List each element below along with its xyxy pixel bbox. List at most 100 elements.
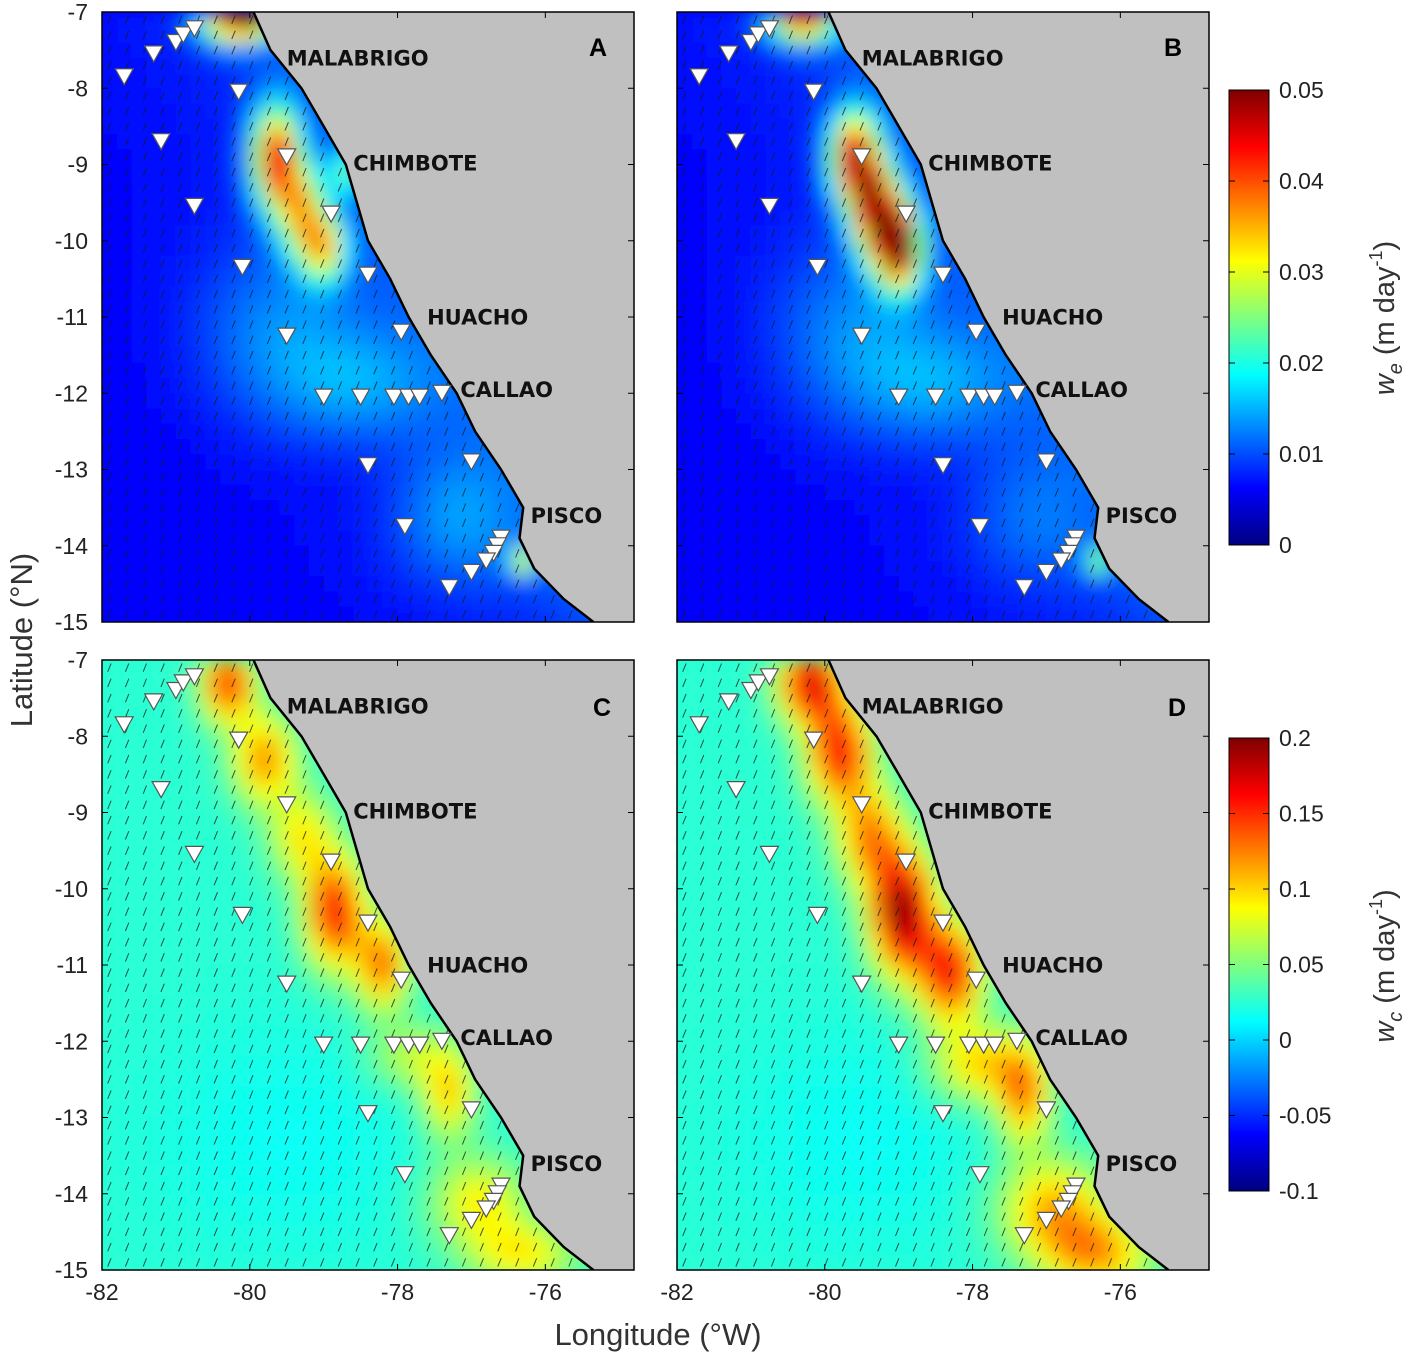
- wind-arrow: [877, 411, 882, 421]
- field-cell: [883, 347, 900, 364]
- field-cell: [943, 591, 959, 608]
- field-cell: [205, 873, 222, 890]
- field-cell: [294, 622, 310, 638]
- field-cell: [883, 591, 900, 608]
- field-cell: [706, 164, 723, 181]
- wind-arrow: [717, 289, 722, 299]
- field-cell: [1031, 423, 1048, 440]
- wind-arrow: [284, 244, 289, 253]
- field-cell: [220, 225, 236, 242]
- field-cell: [854, 134, 871, 151]
- station-marker: [925, 388, 946, 407]
- wind-arrow: [806, 15, 811, 24]
- field-cell: [294, 423, 310, 440]
- field-cell: [131, 42, 148, 59]
- field-cell: [146, 469, 163, 486]
- field-cell: [765, 545, 782, 562]
- wind-arrow: [390, 472, 396, 482]
- field-cell: [235, 103, 251, 120]
- field-cell: [146, 378, 163, 395]
- wind-arrow: [337, 396, 343, 406]
- wind-arrow: [142, 30, 147, 40]
- field-cell: [750, 301, 767, 318]
- wind-arrow: [770, 549, 776, 558]
- field-cell: [677, 576, 693, 593]
- field-cell: [102, 393, 118, 410]
- wind-arrow: [859, 594, 864, 604]
- field-cell: [220, 256, 236, 273]
- field-cell: [1120, 606, 1137, 622]
- field-cell: [839, 179, 856, 196]
- wind-arrow: [930, 213, 935, 223]
- wind-arrow: [124, 305, 130, 314]
- wind-arrow: [699, 396, 705, 406]
- wind-arrow: [877, 427, 882, 436]
- field-cell: [957, 347, 974, 364]
- wind-arrow: [1001, 503, 1006, 512]
- field-cell: [279, 393, 296, 410]
- wind-arrow: [895, 259, 900, 268]
- field-cell: [353, 408, 369, 425]
- station-marker: [851, 327, 872, 346]
- field-cell: [810, 408, 826, 425]
- wind-arrow: [788, 366, 793, 375]
- wind-arrow: [249, 518, 254, 528]
- field-cell: [235, 149, 251, 166]
- field-cell: [190, 301, 207, 318]
- field-cell: [471, 576, 488, 593]
- station-marker: [184, 197, 205, 216]
- field-cell: [810, 57, 826, 75]
- wind-arrow: [107, 228, 112, 238]
- wind-arrow: [788, 274, 793, 284]
- field-cell: [175, 606, 192, 622]
- field-cell: [397, 408, 414, 425]
- field-cell: [883, 179, 900, 196]
- wind-arrow: [142, 228, 147, 238]
- field-cell: [279, 195, 296, 212]
- wind-arrow: [178, 396, 183, 406]
- field-cell: [810, 118, 826, 135]
- wind-arrow: [390, 427, 396, 436]
- field-cell: [839, 515, 856, 532]
- field-cell: [338, 576, 355, 593]
- field-cell: [102, 751, 118, 768]
- field-cell: [750, 408, 767, 425]
- field-cell: [1031, 545, 1048, 562]
- field-cell: [721, 408, 738, 425]
- field-cell: [220, 134, 236, 151]
- wind-arrow: [699, 503, 705, 512]
- wind-arrow: [895, 183, 900, 192]
- field-cell: [957, 454, 974, 471]
- field-cell: [765, 256, 782, 273]
- wind-arrow: [912, 549, 918, 558]
- wind-arrow: [231, 183, 236, 192]
- wind-arrow: [266, 488, 272, 497]
- field-cell: [308, 286, 325, 303]
- wind-arrow: [231, 472, 236, 482]
- wind-arrow: [1072, 579, 1077, 589]
- field-cell: [810, 42, 826, 59]
- wind-arrow: [1090, 549, 1095, 558]
- field-cell: [175, 751, 192, 768]
- wind-arrow: [735, 564, 740, 573]
- field-cell: [780, 362, 797, 379]
- field-cell: [308, 469, 325, 486]
- wind-arrow: [1001, 366, 1006, 375]
- field-cell: [264, 843, 281, 860]
- field-cell: [249, 591, 266, 608]
- wind-arrow: [231, 137, 236, 146]
- wind-arrow: [735, 335, 740, 345]
- field-cell: [175, 256, 192, 273]
- wind-arrow: [178, 45, 183, 55]
- wind-arrow: [753, 533, 758, 543]
- field-cell: [175, 439, 192, 456]
- wind-arrow: [753, 564, 758, 573]
- wind-arrow: [390, 533, 396, 543]
- field-cell: [839, 454, 856, 471]
- field-cell: [102, 622, 118, 638]
- field-cell: [736, 378, 752, 395]
- field-cell: [235, 454, 251, 471]
- wind-arrow: [1054, 503, 1059, 512]
- field-cell: [279, 873, 296, 890]
